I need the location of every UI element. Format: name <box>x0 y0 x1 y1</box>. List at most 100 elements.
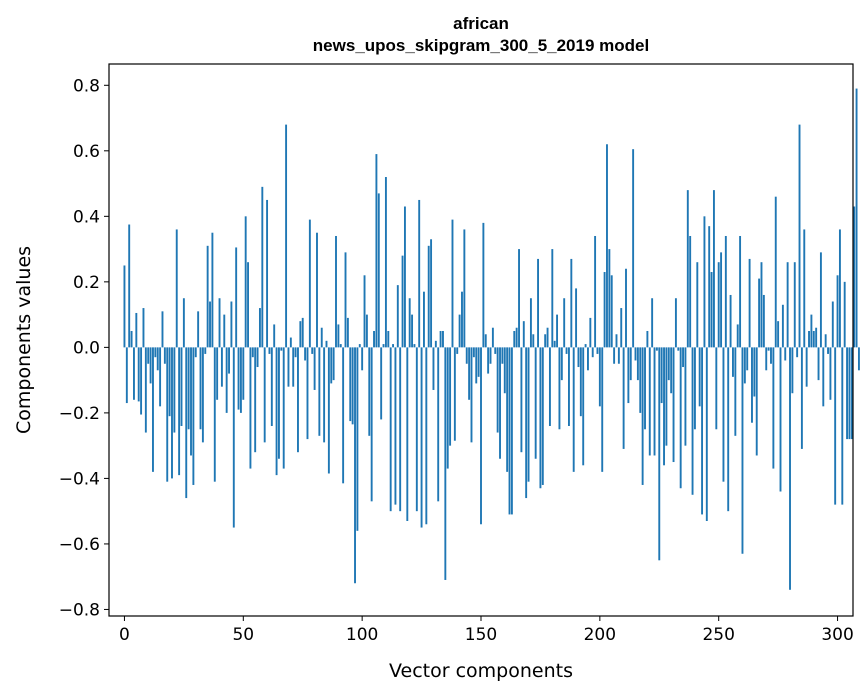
bar-component-8 <box>142 308 145 348</box>
bar-component-7 <box>140 347 143 415</box>
bar-component-154 <box>489 347 492 364</box>
bar-component-174 <box>537 258 539 348</box>
bar-component-286 <box>803 229 806 348</box>
bar-component-224 <box>655 347 658 351</box>
bar-component-94 <box>346 317 349 348</box>
bar-component-180 <box>551 249 554 348</box>
bar-component-230 <box>670 347 673 394</box>
bar-component-132 <box>437 347 440 502</box>
bar-component-309 <box>857 347 860 371</box>
bar-component-79 <box>311 347 314 354</box>
bar-component-279 <box>786 262 789 348</box>
bar-component-185 <box>563 298 566 348</box>
bar-component-168 <box>522 321 525 348</box>
bar-component-150 <box>480 347 482 525</box>
bar-component-218 <box>641 347 644 485</box>
bar-component-83 <box>320 327 323 348</box>
x-tick-label: 250 <box>702 625 734 645</box>
bar-component-19 <box>168 347 171 417</box>
x-tick-label: 200 <box>584 625 616 645</box>
bar-component-151 <box>482 222 485 348</box>
bar-component-169 <box>525 347 528 499</box>
bar-component-16 <box>161 311 164 348</box>
bar-component-208 <box>617 347 620 364</box>
bar-component-3 <box>130 330 133 348</box>
bar-component-81 <box>316 232 318 348</box>
bar-component-66 <box>280 347 283 351</box>
bar-component-216 <box>636 347 639 381</box>
bar-component-287 <box>805 347 808 387</box>
bar-component-240 <box>693 347 696 430</box>
bar-component-212 <box>627 347 630 404</box>
bar-component-136 <box>446 347 449 469</box>
y-tick-label: 0.6 <box>73 142 100 162</box>
bar-component-228 <box>665 347 668 446</box>
bar-component-201 <box>601 347 604 472</box>
bar-component-222 <box>651 298 654 348</box>
bar-component-261 <box>743 347 746 384</box>
bar-component-231 <box>672 347 675 463</box>
bar-component-116 <box>399 347 402 512</box>
bar-component-68 <box>285 124 288 348</box>
bar-component-229 <box>667 347 670 381</box>
bar-component-268 <box>760 262 763 348</box>
y-tick-label: 0.8 <box>73 76 100 96</box>
bar-component-65 <box>278 347 280 459</box>
bar-component-272 <box>770 347 772 364</box>
bar-component-92 <box>342 347 345 484</box>
bar-component-198 <box>594 235 597 348</box>
bar-component-262 <box>746 347 749 371</box>
bar-component-295 <box>824 334 827 348</box>
bar-component-95 <box>349 347 352 422</box>
bar-component-9 <box>144 347 147 433</box>
bar-component-243 <box>701 347 704 515</box>
bar-component-209 <box>620 308 623 348</box>
bar-component-127 <box>425 347 428 525</box>
bar-component-48 <box>237 347 240 410</box>
bar-component-182 <box>556 314 559 348</box>
bar-component-148 <box>475 347 478 384</box>
bar-component-282 <box>793 262 796 348</box>
bar-component-93 <box>344 252 347 348</box>
bar-component-241 <box>696 262 699 348</box>
bar-component-264 <box>751 347 753 423</box>
bar-component-266 <box>755 347 758 456</box>
bar-component-32 <box>199 347 202 430</box>
bar-component-166 <box>518 249 520 348</box>
bar-component-173 <box>534 347 537 459</box>
x-tick-label: 150 <box>465 625 497 645</box>
y-axis-label: Components values <box>13 246 35 434</box>
bar-component-280 <box>789 347 791 590</box>
bar-component-124 <box>418 199 421 348</box>
bar-component-269 <box>762 294 765 348</box>
bar-component-193 <box>582 347 585 466</box>
bar-component-299 <box>834 347 837 505</box>
bar-component-252 <box>722 347 725 482</box>
bar-component-256 <box>732 347 734 377</box>
bar-component-215 <box>634 347 637 361</box>
bar-component-296 <box>827 347 829 354</box>
bar-component-144 <box>465 347 468 364</box>
bar-component-278 <box>784 347 787 361</box>
bar-component-89 <box>335 235 337 348</box>
bar-component-271 <box>767 347 770 351</box>
bar-component-177 <box>544 334 547 348</box>
bar-component-146 <box>470 347 473 443</box>
bar-component-307 <box>853 206 856 348</box>
bar-component-135 <box>444 347 447 580</box>
bar-component-24 <box>180 347 183 426</box>
bar-component-275 <box>777 321 780 348</box>
bar-component-191 <box>577 347 580 368</box>
bar-component-211 <box>625 268 627 348</box>
bar-component-56 <box>256 347 259 368</box>
bar-component-247 <box>710 272 713 348</box>
bar-component-80 <box>313 347 316 390</box>
bar-component-289 <box>810 314 813 348</box>
bar-component-156 <box>494 347 497 354</box>
x-axis-label: Vector components <box>389 660 573 682</box>
bar-component-251 <box>720 252 723 348</box>
bar-component-11 <box>149 347 152 384</box>
bar-component-199 <box>596 347 599 354</box>
bar-component-21 <box>173 347 176 433</box>
